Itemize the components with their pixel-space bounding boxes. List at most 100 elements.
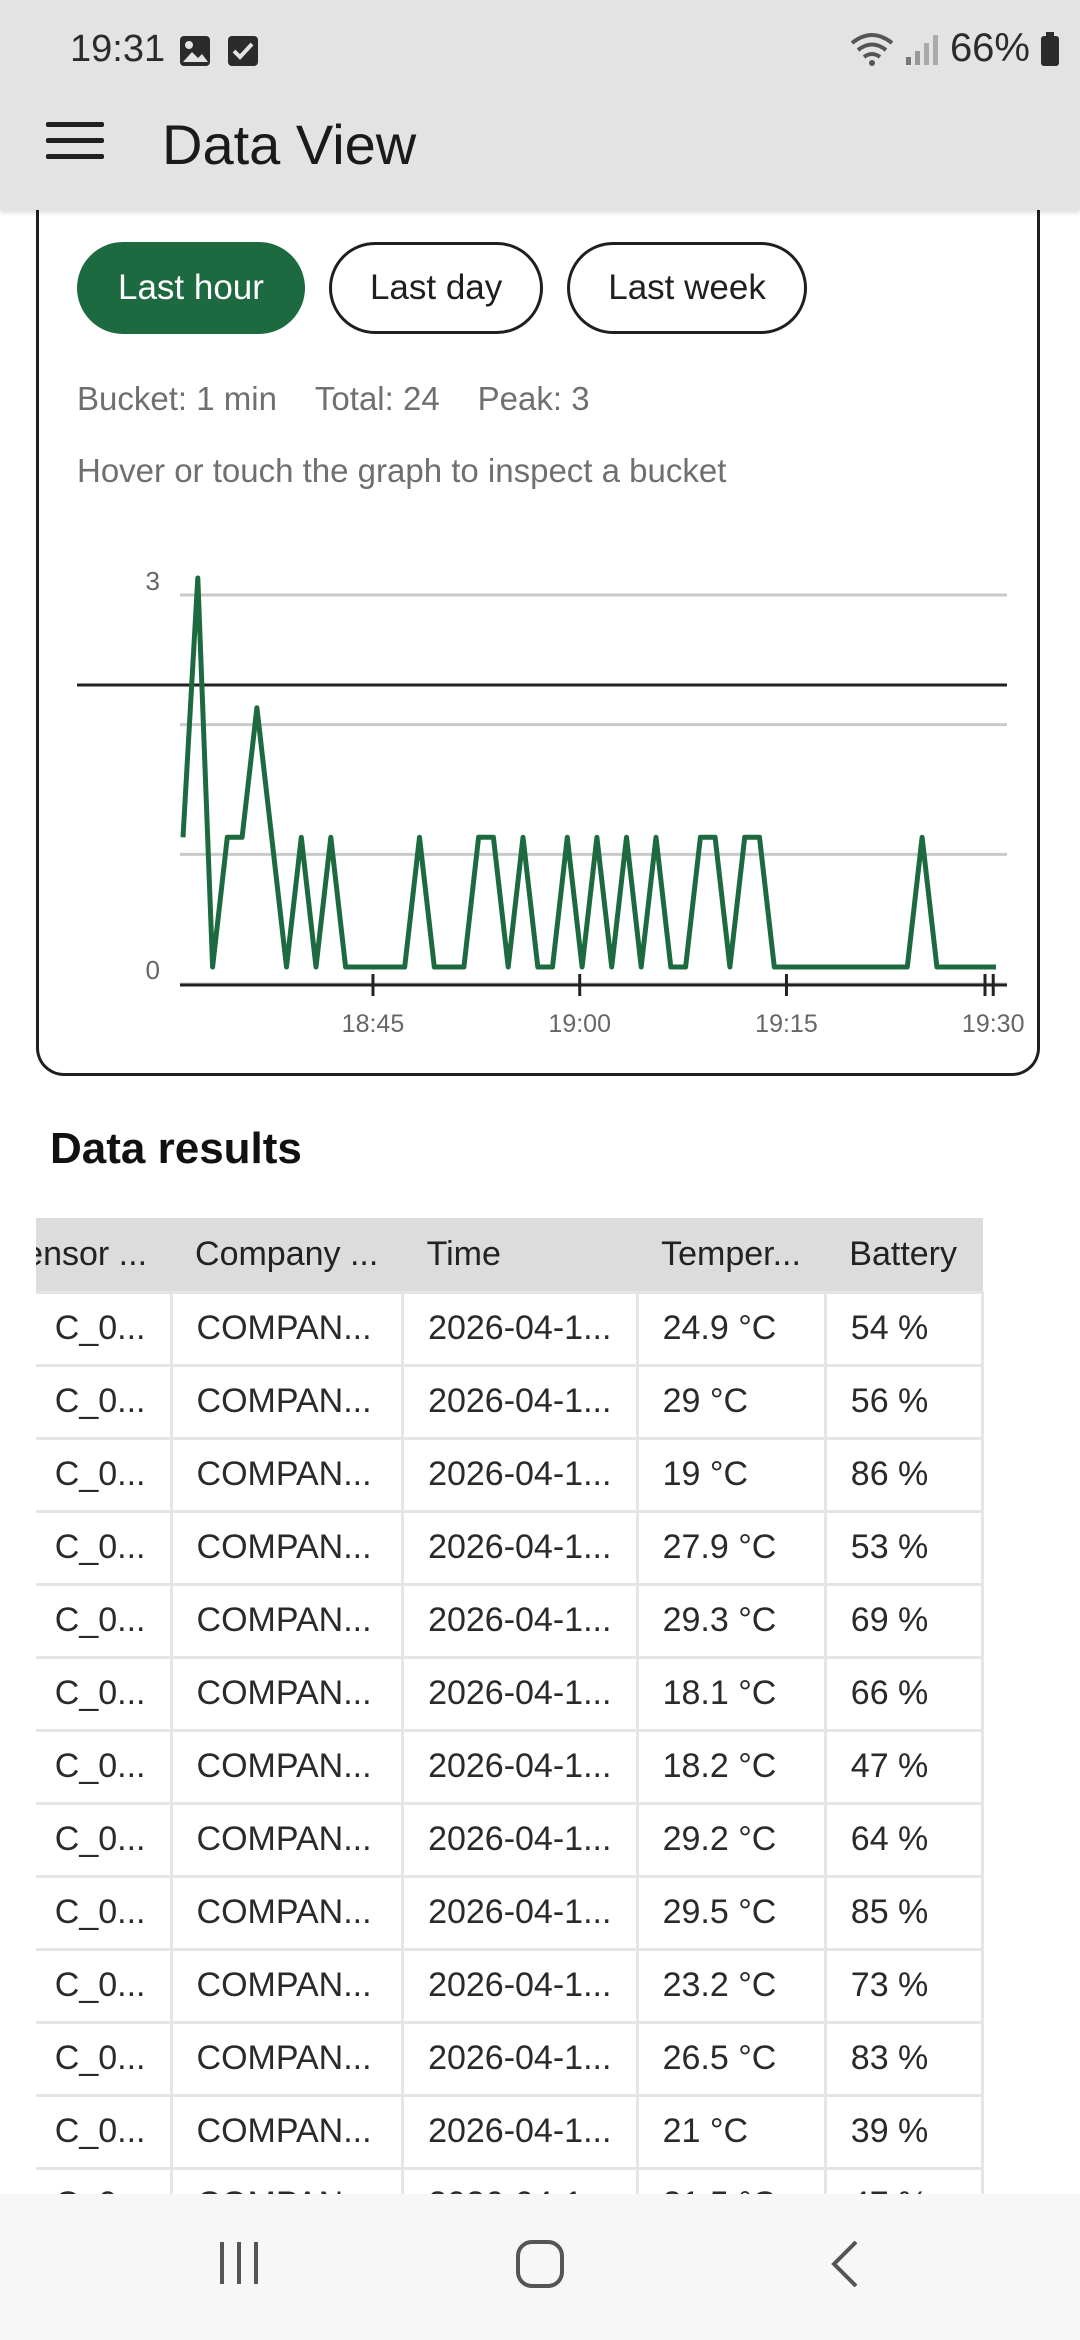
table-cell: C_0... [36, 1801, 173, 1878]
table-cell: 19 °C [635, 1436, 827, 1513]
range-selector: Last hour Last day Last week [77, 242, 807, 334]
hamburger-menu-icon[interactable] [46, 122, 104, 162]
column-header[interactable]: Temper... [637, 1218, 826, 1292]
chart-stats: Bucket: 1 min Total: 24 Peak: 3 [77, 380, 590, 418]
table-row[interactable]: C_0... COMPAN... 2026-04-1... 29.3 °C 69 % [36, 1582, 985, 1659]
x-axis-ticks: 18:45 19:00 19:15 19:30 [342, 974, 1025, 1038]
column-header[interactable]: Battery [825, 1218, 983, 1292]
x-tick-label: 18:45 [342, 1010, 405, 1038]
table-cell: 18.2 °C [635, 1728, 827, 1805]
recent-apps-icon[interactable] [214, 2238, 264, 2288]
table-cell: COMPAN... [169, 2020, 405, 2097]
table-cell: C_0... [36, 2093, 173, 2170]
table-cell: C_0... [36, 1509, 173, 1586]
column-header[interactable]: Time [402, 1218, 638, 1292]
table-cell: 66 % [823, 1655, 985, 1732]
table-cell: C_0... [36, 1655, 173, 1732]
table-cell: 2026-04-1... [401, 1509, 639, 1586]
peak-stat: Peak: 3 [477, 380, 590, 417]
table-row[interactable]: C_0... COMPAN... 2026-04-1... 29 °C 56 % [36, 1363, 985, 1440]
table-row[interactable]: C_0... COMPAN... 2026-04-1... 18.2 °C 47 % [36, 1728, 985, 1805]
table-cell: 29.3 °C [635, 1582, 827, 1659]
x-tick-label: 19:15 [755, 1010, 818, 1038]
chart-hint: Hover or touch the graph to inspect a bu… [77, 452, 727, 489]
table-cell: COMPAN... [169, 1947, 405, 2024]
table-cell: 2026-04-1... [401, 1801, 639, 1878]
table-cell: COMPAN... [169, 1728, 405, 1805]
table-cell: 29.5 °C [635, 1874, 827, 1951]
table-cell: 73 % [823, 1947, 985, 2024]
table-cell: COMPAN... [169, 1436, 405, 1513]
table-cell: C_0... [36, 1947, 173, 2024]
wifi-icon [850, 32, 894, 66]
page-title: Data View [162, 113, 417, 176]
total-stat: Total: 24 [314, 380, 440, 417]
table-cell: 2026-04-1... [401, 1728, 639, 1805]
table-cell: 26.5 °C [635, 2020, 827, 2097]
series-line [180, 575, 996, 970]
table-cell: 54 % [823, 1290, 985, 1367]
column-header[interactable]: Company ... [171, 1218, 403, 1292]
table-cell: 29.2 °C [635, 1801, 827, 1878]
table-cell: 53 % [823, 1509, 985, 1586]
table-cell: 2026-04-1... [401, 1947, 639, 2024]
table-cell: 18.1 °C [635, 1655, 827, 1732]
home-icon[interactable] [514, 2238, 566, 2290]
x-tick-label: 19:30 [962, 1010, 1025, 1038]
status-time: 19:31 [70, 28, 166, 70]
results-title: Data results [50, 1124, 302, 1173]
table-cell: COMPAN... [169, 1290, 405, 1367]
table-cell: COMPAN... [169, 1801, 405, 1878]
y-tick-label: 3 [146, 566, 160, 596]
table-cell: 56 % [823, 1363, 985, 1440]
battery-icon [1041, 31, 1059, 66]
column-header[interactable]: Sensor ... [36, 1218, 172, 1292]
top-bar: 19:31 66% Data V [0, 0, 1080, 210]
y-tick-label: 0 [146, 955, 160, 985]
activity-chart[interactable]: 18:45 19:00 19:15 19:30 0 3 [39, 530, 1039, 1050]
back-icon[interactable] [826, 2238, 866, 2290]
table-cell: 83 % [823, 2020, 985, 2097]
table-row[interactable]: C_0... COMPAN... 2026-04-1... 24.9 °C 54 % [36, 1290, 985, 1367]
last-day-chip[interactable]: Last day [328, 242, 544, 334]
table-cell: C_0... [36, 2020, 173, 2097]
table-cell: C_0... [36, 1874, 173, 1951]
table-row[interactable]: C_0... COMPAN... 2026-04-1... 26.5 °C 83 % [36, 2020, 985, 2097]
signal-icon [905, 34, 938, 65]
checkbox-icon [228, 36, 258, 66]
table-row[interactable]: C_0... COMPAN... 2026-04-1... 29.5 °C 85 % [36, 1874, 985, 1951]
table-cell: 2026-04-1... [401, 1655, 639, 1732]
table-cell: COMPAN... [169, 1874, 405, 1951]
battery-percent: 66% [949, 26, 1030, 70]
table-cell: 2026-04-1... [401, 1436, 639, 1513]
table-row[interactable]: C_0... COMPAN... 2026-04-1... 27.9 °C 53 % [36, 1509, 985, 1586]
table-row[interactable]: C_0... COMPAN... 2026-04-1... 19 °C 86 % [36, 1436, 985, 1513]
table-cell: 69 % [823, 1582, 985, 1659]
status-right-icons: 66% [850, 26, 1060, 71]
image-icon [180, 36, 210, 66]
table-row[interactable]: C_0... COMPAN... 2026-04-1... 29.2 °C 64 % [36, 1801, 985, 1878]
table-cell: 2026-04-1... [401, 2093, 639, 2170]
table-cell: COMPAN... [169, 1582, 405, 1659]
table-row[interactable]: C_0... COMPAN... 2026-04-1... 18.1 °C 66 % [36, 1655, 985, 1732]
last-week-chip[interactable]: Last week [567, 242, 807, 334]
table-cell: 29 °C [635, 1363, 827, 1440]
table-body: C_0... COMPAN... 2026-04-1... 24.9 °C 54 % C_… [36, 1290, 985, 2218]
last-hour-chip[interactable]: Last hour [77, 242, 305, 334]
chart-grid [180, 593, 1007, 986]
table-cell: C_0... [36, 1582, 173, 1659]
table-cell: 47 % [823, 1728, 985, 1805]
table-cell: COMPAN... [169, 2093, 405, 2170]
table-cell: COMPAN... [169, 1363, 405, 1440]
table-row[interactable]: C_0... COMPAN... 2026-04-1... 23.2 °C 73 % [36, 1947, 985, 2024]
table-cell: COMPAN... [169, 1655, 405, 1732]
table-row[interactable]: C_0... COMPAN... 2026-04-1... 21 °C 39 % [36, 2093, 985, 2170]
x-tick-label: 19:00 [548, 1010, 611, 1038]
results-table-container[interactable]: Sensor ...Company ...TimeTemper...Batter… [36, 1218, 1044, 2218]
table-cell: C_0... [36, 1290, 173, 1367]
table-cell: 85 % [823, 1874, 985, 1951]
chart-card: Last hour Last day Last week Bucket: 1 m… [36, 150, 1040, 1076]
table-cell: 2026-04-1... [401, 1582, 639, 1659]
table-cell: 64 % [823, 1801, 985, 1878]
bucket-stat: Bucket: 1 min [77, 380, 277, 417]
